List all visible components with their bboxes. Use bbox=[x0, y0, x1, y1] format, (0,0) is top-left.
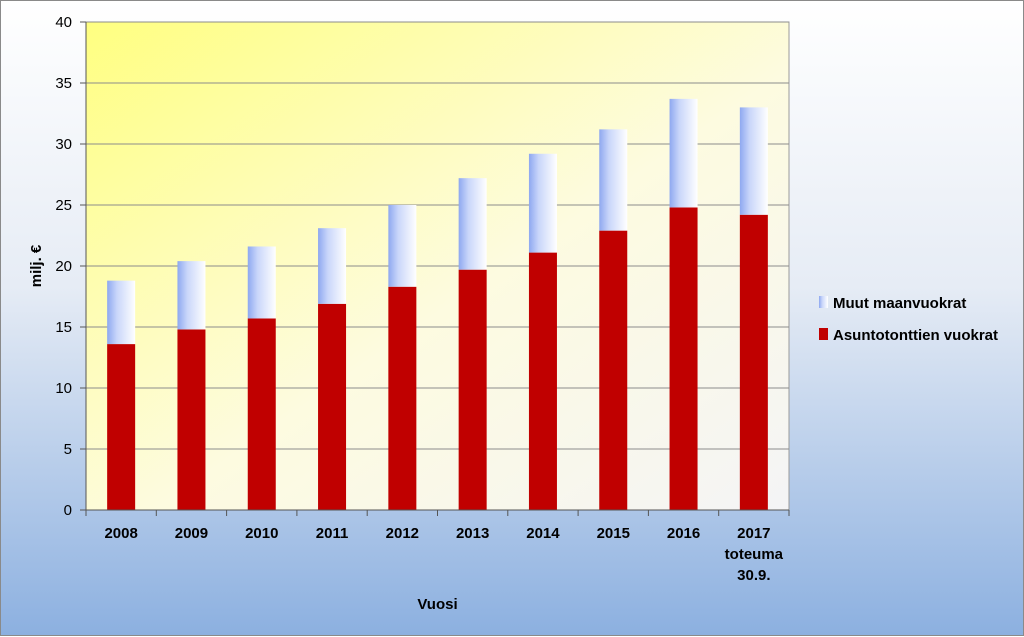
bar-asuntotonttien-6 bbox=[528, 252, 557, 510]
bar-asuntotonttien-8 bbox=[669, 207, 698, 510]
y-tick-label: 5 bbox=[64, 441, 72, 458]
x-axis-title: Vuosi bbox=[417, 596, 457, 613]
x-tick-label: 2015 bbox=[597, 525, 630, 542]
y-tick-label: 30 bbox=[55, 136, 72, 153]
bar-muut-1 bbox=[177, 261, 206, 330]
x-tick-label: 2014 bbox=[526, 525, 560, 542]
x-tick-label: 2009 bbox=[175, 525, 208, 542]
x-tick-label: 2013 bbox=[456, 525, 489, 542]
bar-muut-2 bbox=[247, 246, 276, 319]
x-tick-label: 2010 bbox=[245, 525, 278, 542]
x-tick-label: 2008 bbox=[104, 525, 137, 542]
legend-swatch-muut bbox=[819, 296, 828, 308]
y-tick-label: 35 bbox=[55, 75, 72, 92]
bar-muut-3 bbox=[318, 228, 347, 304]
bar-asuntotonttien-7 bbox=[599, 230, 628, 510]
x-tick-label: 2012 bbox=[386, 525, 419, 542]
y-tick-label: 10 bbox=[55, 380, 72, 397]
bars bbox=[107, 98, 768, 510]
tick-labels: 0 5 10 15 20 25 30 35 40 2008 2009 2010 2011 2012 2013… bbox=[55, 14, 783, 584]
bar-muut-4 bbox=[388, 205, 417, 287]
legend-label-asuntotonttien: Asuntotonttien vuokrat bbox=[833, 327, 998, 344]
bar-asuntotonttien-5 bbox=[458, 269, 487, 510]
x-tick-label: toteuma bbox=[725, 546, 784, 563]
legend-swatch-asuntotonttien bbox=[819, 328, 828, 340]
bar-asuntotonttien-2 bbox=[247, 318, 276, 510]
bar-muut-8 bbox=[669, 98, 698, 208]
y-axis-title: milj. € bbox=[28, 244, 45, 287]
x-tick-label: 30.9. bbox=[737, 567, 770, 584]
x-tick-label: 2011 bbox=[316, 525, 349, 542]
bar-asuntotonttien-0 bbox=[107, 344, 136, 510]
y-tick-label: 25 bbox=[55, 197, 72, 214]
x-tick-label: 2016 bbox=[667, 525, 700, 542]
legend: Muut maanvuokrat Asuntotonttien vuokrat bbox=[819, 295, 998, 344]
x-tick-label: 2017 bbox=[737, 525, 770, 542]
legend-label-muut: Muut maanvuokrat bbox=[833, 295, 966, 312]
bar-muut-9 bbox=[739, 107, 768, 215]
bar-asuntotonttien-1 bbox=[177, 329, 206, 510]
bar-muut-0 bbox=[107, 280, 136, 345]
axes bbox=[85, 22, 790, 516]
bar-muut-7 bbox=[599, 129, 628, 231]
y-tick-label: 20 bbox=[55, 258, 72, 275]
bar-muut-5 bbox=[458, 178, 487, 270]
bar-asuntotonttien-4 bbox=[388, 286, 417, 510]
y-tick-label: 40 bbox=[55, 14, 72, 31]
bar-asuntotonttien-9 bbox=[739, 214, 768, 510]
bar-muut-6 bbox=[528, 153, 557, 253]
bar-asuntotonttien-3 bbox=[318, 303, 347, 510]
y-tick-label: 15 bbox=[55, 319, 72, 336]
y-tick-label: 0 bbox=[64, 502, 72, 519]
